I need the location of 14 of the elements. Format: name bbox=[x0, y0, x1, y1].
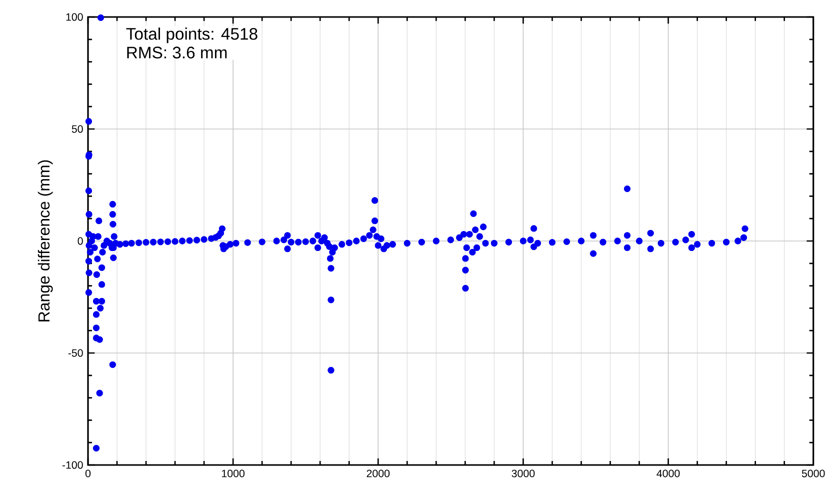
x-tick-label: 0 bbox=[85, 470, 91, 478]
x-tick-label: 4000 bbox=[656, 470, 680, 478]
annotation: Total points: 4518 bbox=[126, 28, 258, 44]
y-axis-title: Range difference (mm) bbox=[38, 160, 53, 322]
x-tick-label: 1000 bbox=[222, 470, 245, 478]
y-tick-label: -50 bbox=[68, 349, 83, 357]
annotation: RMS: 3.6 mm bbox=[127, 46, 227, 58]
x-tick-label: 2000 bbox=[366, 470, 390, 478]
y-tick-label: 100 bbox=[66, 13, 83, 21]
x-tick-label: 3000 bbox=[512, 470, 535, 478]
y-tick-label: -100 bbox=[62, 461, 83, 469]
x-tick-label: 5000 bbox=[802, 470, 825, 478]
y-tick-label: 50 bbox=[72, 125, 83, 133]
y-tick-label: 0 bbox=[78, 237, 83, 245]
